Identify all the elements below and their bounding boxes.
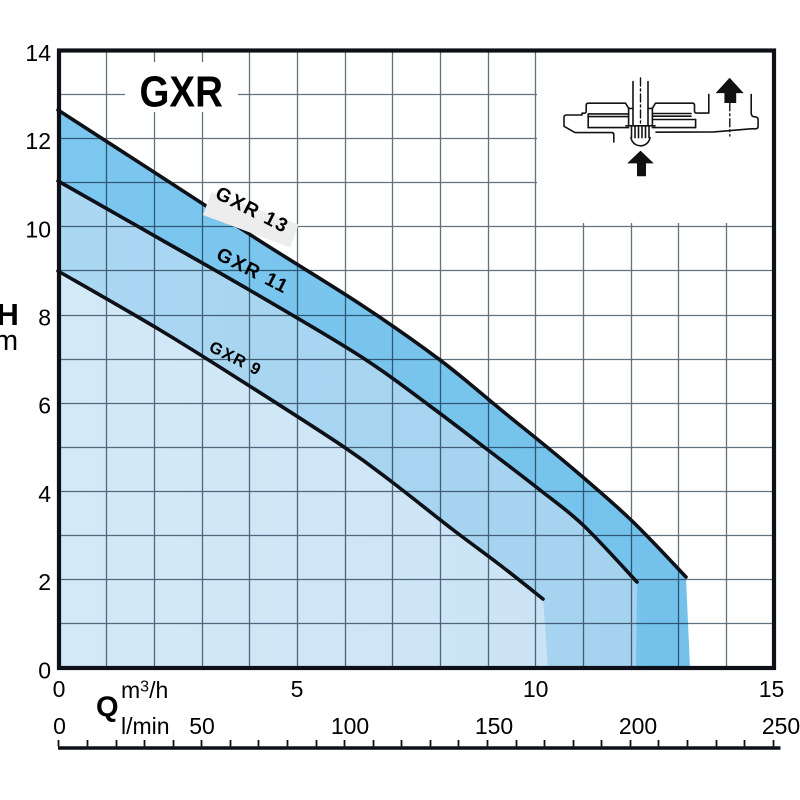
- svg-text:m: m: [0, 325, 18, 357]
- svg-text:200: 200: [619, 713, 657, 739]
- svg-text:12: 12: [25, 128, 51, 154]
- svg-text:4: 4: [38, 481, 51, 507]
- svg-text:150: 150: [475, 713, 513, 739]
- svg-text:0: 0: [53, 713, 66, 739]
- svg-text:10: 10: [523, 676, 549, 702]
- svg-text:2: 2: [38, 569, 51, 595]
- svg-text:GXR: GXR: [140, 67, 223, 116]
- svg-text:10: 10: [25, 216, 51, 242]
- svg-text:H: H: [0, 297, 19, 332]
- svg-text:6: 6: [38, 393, 51, 419]
- svg-text:15: 15: [759, 676, 785, 702]
- svg-text:8: 8: [38, 305, 51, 331]
- svg-text:5: 5: [291, 676, 304, 702]
- svg-text:0: 0: [53, 676, 66, 702]
- svg-text:14: 14: [25, 40, 51, 66]
- svg-text:Q: Q: [96, 692, 119, 724]
- svg-text:50: 50: [189, 713, 215, 739]
- svg-text:250: 250: [762, 713, 800, 739]
- svg-text:l/min: l/min: [121, 713, 170, 739]
- svg-text:100: 100: [331, 713, 369, 739]
- svg-text:0: 0: [38, 657, 51, 683]
